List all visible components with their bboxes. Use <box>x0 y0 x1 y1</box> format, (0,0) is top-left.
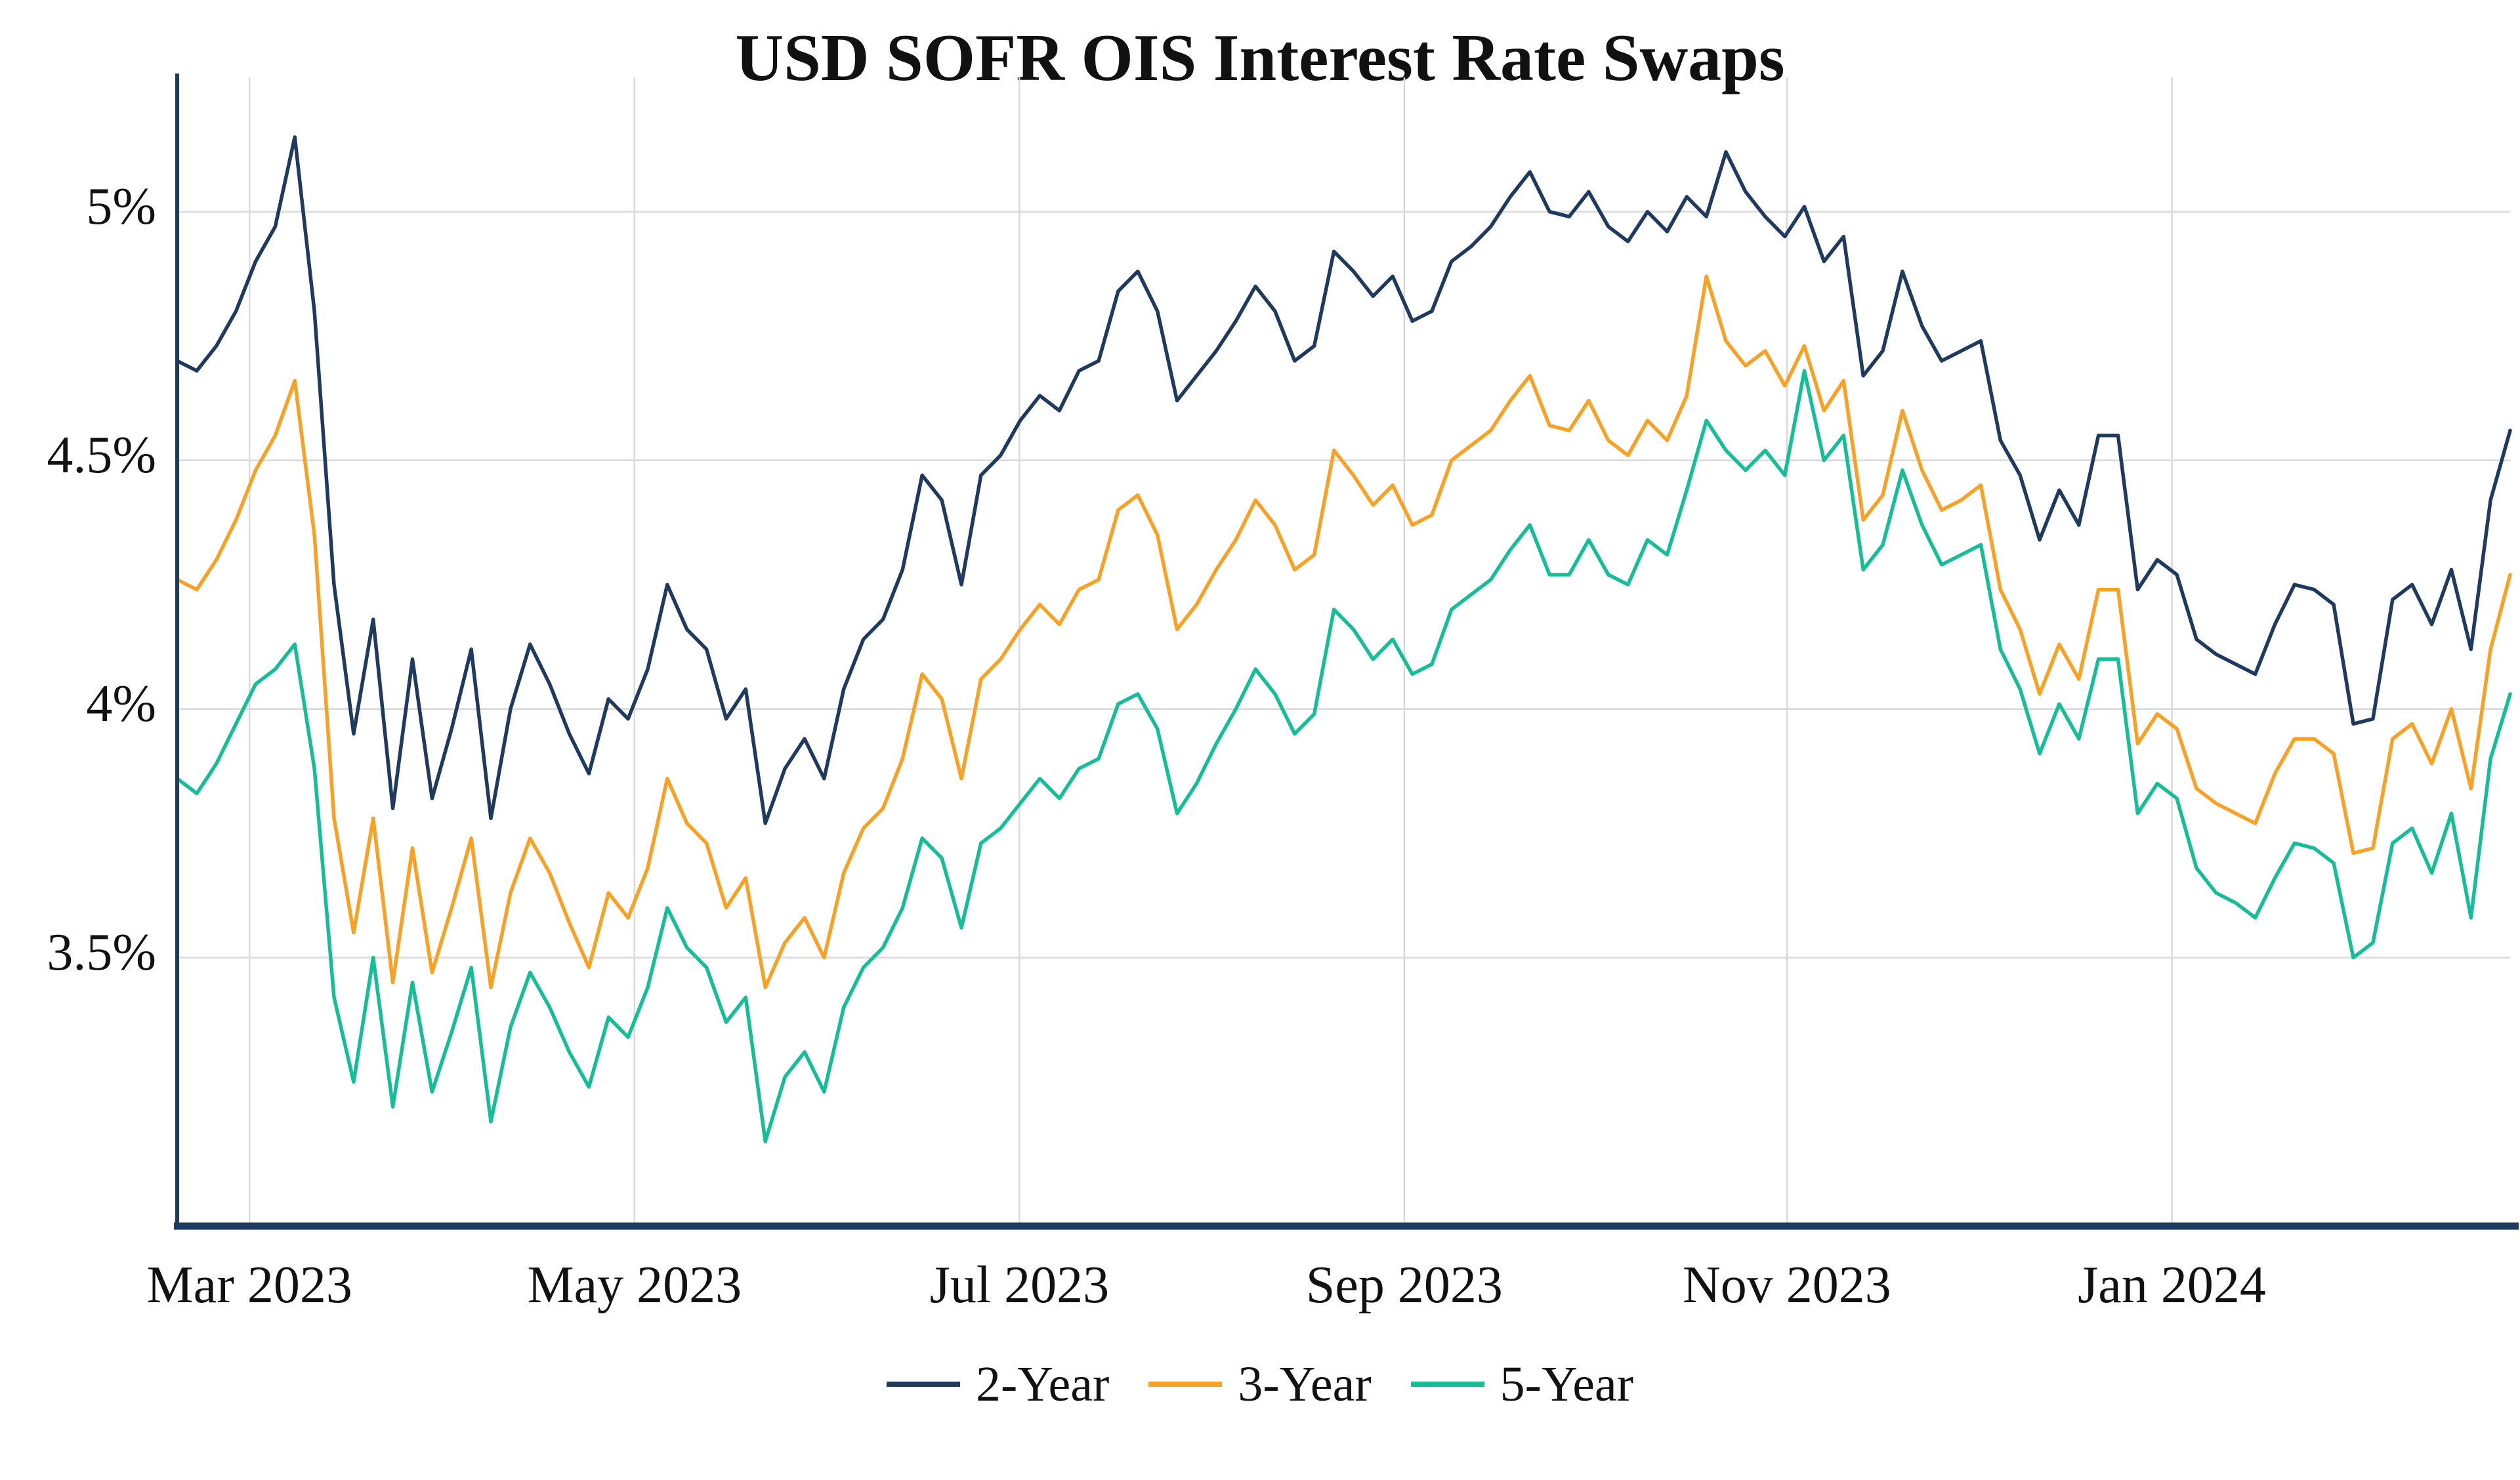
y-tick-label: 4% <box>86 675 156 733</box>
x-tick-label: Sep 2023 <box>1306 1256 1503 1314</box>
x-tick-label: Jul 2023 <box>930 1256 1109 1314</box>
x-tick-label: Nov 2023 <box>1683 1256 1891 1314</box>
legend-item-3-year: 3-Year <box>1148 1357 1372 1412</box>
y-tick-label: 4.5% <box>47 426 156 484</box>
legend-swatch <box>1148 1382 1223 1387</box>
chart-title: USD SOFR OIS Interest Rate Swaps <box>735 21 1784 95</box>
x-tick-label: Mar 2023 <box>147 1256 352 1314</box>
legend-label: 5-Year <box>1500 1357 1634 1412</box>
legend-swatch <box>886 1382 960 1387</box>
chart-legend: 2-Year 3-Year 5-Year <box>0 1359 2520 1409</box>
series-line-2-year <box>175 135 2512 825</box>
legend-swatch <box>1410 1382 1484 1387</box>
x-tick-label: May 2023 <box>527 1256 742 1314</box>
x-tick-label: Jan 2024 <box>2078 1256 2266 1314</box>
legend-label: 2-Year <box>975 1357 1110 1412</box>
tick-labels: 3.5% 4% 4.5% 5% Mar 2023 May 2023 Jul 2023 Sep … <box>47 178 2265 1314</box>
axes <box>174 73 2519 1230</box>
legend-label: 3-Year <box>1238 1357 1372 1412</box>
series-line-5-year <box>175 369 2512 1143</box>
y-tick-label: 5% <box>86 178 156 236</box>
series-line-3-year <box>175 274 2512 989</box>
series-lines <box>175 135 2512 1143</box>
legend-item-5-year: 5-Year <box>1410 1357 1634 1412</box>
legend-item-2-year: 2-Year <box>886 1357 1110 1412</box>
y-tick-label: 3.5% <box>47 924 156 981</box>
